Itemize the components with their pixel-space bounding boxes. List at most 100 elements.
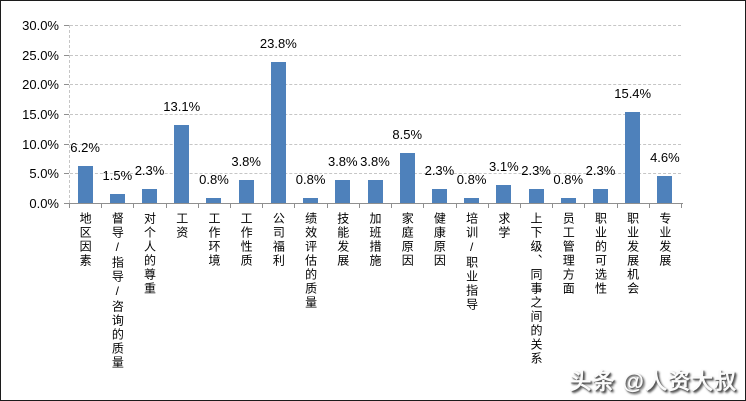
bar [206, 198, 222, 203]
bar-value-label: 4.6% [650, 150, 680, 165]
bar [657, 176, 673, 203]
gridline [70, 143, 681, 145]
bar [270, 62, 286, 203]
y-tick-mark [64, 203, 69, 204]
bar [238, 180, 254, 203]
bar [399, 153, 415, 203]
category-label: 上下级、同事之间的关系 [529, 212, 544, 366]
category-label: 绩效评估的质量 [303, 212, 318, 310]
bar-value-label: 3.8% [360, 154, 390, 169]
bar-value-label: 3.1% [489, 159, 519, 174]
x-tick-mark [616, 204, 618, 208]
y-tick-label: 20.0% [22, 77, 59, 93]
y-tick-label: 5.0% [29, 166, 59, 182]
x-tick-mark [262, 204, 264, 208]
category-label: 健康原因 [432, 212, 447, 268]
bar-value-label: 1.5% [102, 168, 133, 183]
bar-value-label: 2.3% [134, 163, 165, 178]
gridline [70, 173, 681, 175]
x-tick-mark [584, 204, 586, 208]
category-label: 公司福利 [271, 212, 286, 268]
gridline [70, 84, 681, 86]
x-tick-mark [294, 204, 296, 208]
bar-value-label: 3.8% [231, 154, 261, 169]
bar-value-label: 0.8% [199, 172, 229, 187]
gridline [70, 25, 681, 26]
category-label: 工作环境 [206, 212, 221, 268]
x-tick-mark [133, 204, 135, 208]
bar [431, 189, 447, 203]
bar [303, 198, 319, 203]
bar-value-label: 6.2% [70, 140, 100, 155]
x-tick-mark [681, 204, 682, 208]
y-tick-mark [64, 84, 69, 86]
bar-value-label: 23.8% [259, 36, 297, 51]
y-tick-label: 15.0% [22, 107, 59, 122]
x-tick-mark [326, 204, 328, 208]
bar-value-label: 2.3% [424, 163, 455, 178]
category-label: 培训/职业指导 [464, 212, 479, 312]
bar-value-label: 2.3% [521, 163, 551, 178]
x-tick-mark [423, 204, 425, 208]
category-label: 对个人的尊重 [142, 212, 157, 296]
x-axis-line [69, 203, 683, 204]
y-tick-mark [64, 25, 69, 26]
y-tick-label: 30.0% [22, 18, 59, 33]
bar-value-label: 3.8% [327, 154, 358, 169]
y-tick-label: 25.0% [22, 47, 59, 63]
watermark: 头条 @人资大叔 [569, 369, 737, 394]
category-label: 员工管理方面 [561, 212, 576, 296]
category-label: 家庭原因 [400, 212, 415, 268]
category-label: 职业的可选性 [593, 212, 608, 296]
bar [335, 180, 351, 203]
gridline [70, 114, 681, 115]
bar [592, 189, 608, 203]
y-tick-mark [64, 54, 69, 56]
x-tick-mark [358, 204, 360, 208]
bar [77, 166, 93, 203]
y-tick-label: 0.0% [29, 196, 59, 211]
y-axis-line [69, 25, 70, 203]
category-label: 加班措施 [368, 212, 382, 268]
bar-value-label: 0.8% [295, 172, 326, 187]
bar-value-label: 13.1% [163, 99, 201, 114]
x-tick-mark [391, 204, 393, 208]
x-tick-mark [165, 204, 167, 208]
y-tick-mark [64, 143, 69, 145]
category-label: 工作性质 [239, 212, 254, 268]
bar [142, 189, 158, 203]
x-tick-mark [519, 204, 521, 208]
x-tick-mark [230, 204, 232, 208]
bar-value-label: 0.8% [553, 172, 584, 187]
bar [625, 112, 641, 203]
bar [560, 198, 576, 203]
y-tick-label: 10.0% [22, 136, 59, 152]
x-tick-mark [101, 204, 103, 208]
bar-value-label: 8.5% [392, 127, 423, 142]
y-tick-mark [64, 114, 69, 115]
bar-value-label: 15.4% [614, 86, 652, 101]
bar [109, 194, 125, 203]
bar [464, 198, 480, 203]
category-label: 技能发展 [335, 212, 350, 268]
bar [496, 185, 512, 203]
category-label: 求学 [496, 212, 511, 240]
x-tick-mark [69, 204, 70, 208]
bar [174, 125, 190, 203]
category-label: 工资 [174, 212, 189, 240]
category-label: 督导/指导/咨询的质量 [110, 212, 125, 370]
gridline [70, 54, 681, 56]
bar-value-label: 0.8% [456, 172, 487, 187]
category-label: 专业发展 [657, 212, 672, 268]
bar [367, 180, 383, 203]
y-tick-mark [64, 173, 69, 175]
x-tick-mark [487, 204, 489, 208]
bar [528, 189, 544, 203]
category-label: 职业发展机会 [625, 212, 640, 296]
x-tick-mark [552, 204, 554, 208]
category-label: 地区因素 [78, 212, 93, 268]
bar-value-label: 2.3% [585, 163, 616, 178]
x-tick-mark [197, 204, 199, 208]
